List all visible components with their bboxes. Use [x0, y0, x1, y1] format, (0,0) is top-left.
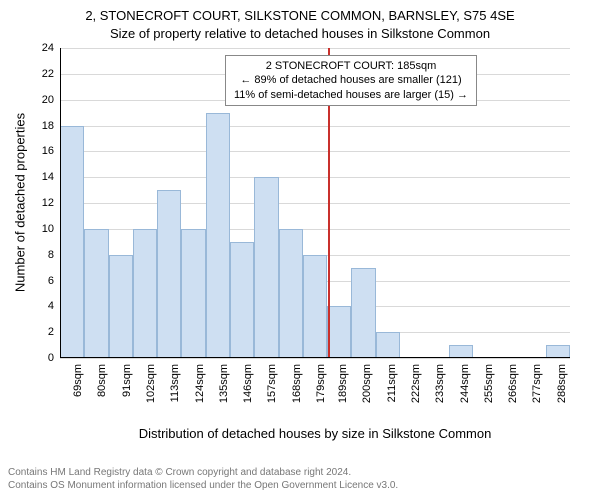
y-tick-label: 12: [42, 197, 54, 209]
x-tick-label: 200sqm: [361, 364, 373, 403]
gridline: [60, 151, 570, 152]
histogram-bar: [60, 126, 84, 359]
x-tick-label: 244sqm: [459, 364, 471, 403]
x-axis-title: Distribution of detached houses by size …: [60, 426, 570, 441]
annotation-line: 2 STONECROFT COURT: 185sqm: [234, 59, 468, 73]
histogram-bar: [157, 190, 181, 358]
x-tick-label: 222sqm: [410, 364, 422, 403]
x-tick-label: 113sqm: [169, 364, 181, 402]
y-tick-label: 20: [42, 94, 54, 106]
histogram-bar: [230, 242, 254, 358]
gridline: [60, 48, 570, 49]
y-tick-label: 18: [42, 120, 54, 132]
x-tick-label: 102sqm: [145, 364, 157, 403]
y-tick-label: 6: [48, 275, 54, 287]
y-tick-label: 14: [42, 171, 54, 183]
x-tick-label: 80sqm: [96, 364, 108, 397]
x-tick-label: 288sqm: [556, 364, 568, 403]
x-tick-label: 211sqm: [386, 364, 398, 402]
y-tick-label: 16: [42, 145, 54, 157]
annotation-box: 2 STONECROFT COURT: 185sqm← 89% of detac…: [225, 55, 477, 106]
gridline: [60, 177, 570, 178]
histogram-bar: [303, 255, 327, 358]
y-tick-label: 10: [42, 223, 54, 235]
gridline: [60, 126, 570, 127]
histogram-bar: [376, 332, 400, 358]
y-tick-label: 24: [42, 42, 54, 54]
x-tick-label: 179sqm: [315, 364, 327, 403]
histogram-bar: [181, 229, 205, 358]
x-tick-label: 91sqm: [121, 364, 133, 397]
y-tick-label: 8: [48, 249, 54, 261]
x-tick-label: 266sqm: [507, 364, 519, 403]
histogram-bar: [327, 306, 351, 358]
histogram-bar: [254, 177, 278, 358]
histogram-chart: 2, STONECROFT COURT, SILKSTONE COMMON, B…: [0, 0, 600, 500]
x-tick-label: 233sqm: [434, 364, 446, 403]
annotation-line: ← 89% of detached houses are smaller (12…: [234, 73, 468, 87]
histogram-bar: [84, 229, 108, 358]
histogram-bar: [109, 255, 133, 358]
x-tick-label: 255sqm: [483, 364, 495, 403]
y-tick-label: 22: [42, 68, 54, 80]
x-tick-label: 146sqm: [242, 364, 254, 403]
histogram-bar: [133, 229, 157, 358]
y-tick-label: 2: [48, 326, 54, 338]
y-axis-title: Number of detached properties: [13, 113, 28, 293]
x-tick-label: 168sqm: [291, 364, 303, 403]
footer-line1: Contains HM Land Registry data © Crown c…: [8, 466, 398, 479]
histogram-bar: [279, 229, 303, 358]
x-tick-label: 135sqm: [218, 364, 230, 403]
y-tick-label: 4: [48, 300, 54, 312]
x-tick-label: 157sqm: [266, 364, 278, 403]
chart-title-line1: 2, STONECROFT COURT, SILKSTONE COMMON, B…: [0, 8, 600, 23]
x-tick-label: 69sqm: [72, 364, 84, 397]
x-axis-line: [60, 357, 570, 358]
histogram-bar: [206, 113, 230, 358]
gridline: [60, 358, 570, 359]
chart-title-line2: Size of property relative to detached ho…: [0, 26, 600, 41]
x-tick-label: 124sqm: [194, 364, 206, 403]
histogram-bar: [351, 268, 375, 358]
x-tick-label: 189sqm: [337, 364, 349, 403]
gridline: [60, 203, 570, 204]
y-axis-line: [60, 48, 61, 358]
footer-line2: Contains OS Monument information license…: [8, 479, 398, 492]
footer-text: Contains HM Land Registry data © Crown c…: [8, 466, 398, 492]
y-tick-label: 0: [48, 352, 54, 364]
x-tick-label: 277sqm: [531, 364, 543, 403]
annotation-line: 11% of semi-detached houses are larger (…: [234, 88, 468, 102]
